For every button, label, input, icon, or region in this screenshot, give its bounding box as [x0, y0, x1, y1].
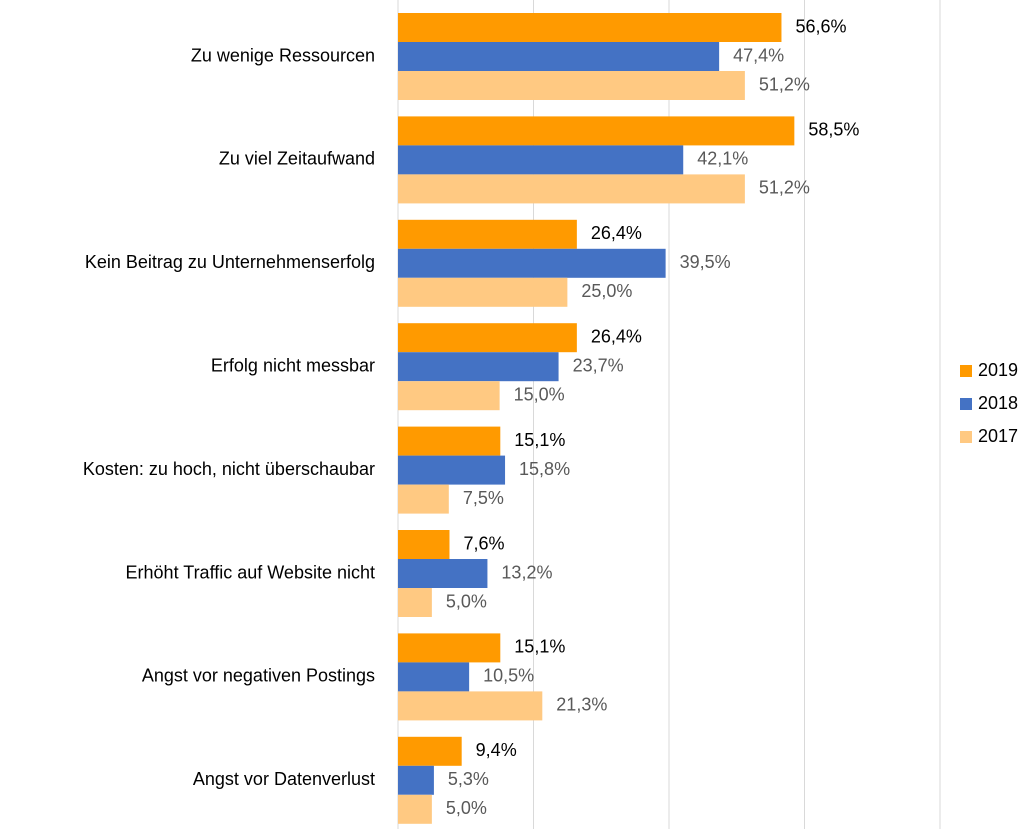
bar — [398, 691, 543, 721]
data-label: 21,3% — [556, 695, 607, 715]
bar — [398, 145, 684, 175]
bar — [398, 323, 577, 353]
data-label: 10,5% — [483, 666, 534, 686]
bar — [398, 71, 745, 100]
bar — [398, 42, 720, 71]
legend-swatch — [960, 431, 972, 443]
bar — [398, 794, 432, 824]
bar — [398, 530, 450, 559]
category-label: Zu viel Zeitaufwand — [219, 149, 375, 169]
data-label: 5,3% — [448, 769, 489, 789]
category-label: Erhöht Traffic auf Website nicht — [126, 562, 375, 582]
data-label: 7,6% — [463, 533, 504, 553]
legend-label: 2019 — [978, 360, 1018, 380]
legend-swatch — [960, 398, 972, 410]
bar — [398, 116, 795, 146]
data-label: 15,1% — [514, 637, 565, 657]
data-label: 42,1% — [697, 149, 748, 169]
bar — [398, 662, 470, 692]
data-label: 5,0% — [446, 591, 487, 611]
data-label: 25,0% — [581, 281, 632, 301]
data-label: 51,2% — [759, 178, 810, 198]
bar — [398, 13, 782, 42]
category-label: Angst vor Datenverlust — [193, 769, 375, 789]
bar — [398, 455, 506, 485]
category-label: Kein Beitrag zu Unternehmenserfolg — [85, 252, 375, 272]
data-label: 15,1% — [514, 430, 565, 450]
legend-label: 2018 — [978, 393, 1018, 413]
category-label: Kosten: zu hoch, nicht überschaubar — [83, 459, 375, 479]
bar — [398, 352, 559, 382]
data-label: 7,5% — [463, 488, 504, 508]
bar — [398, 219, 577, 249]
category-label: Erfolg nicht messbar — [211, 355, 375, 375]
legend-label: 2017 — [978, 426, 1018, 446]
data-label: 23,7% — [573, 355, 624, 375]
data-label: 56,6% — [795, 16, 846, 36]
bar — [398, 248, 666, 278]
legend-swatch — [960, 365, 972, 377]
bar — [398, 633, 501, 663]
bar — [398, 277, 568, 307]
bar — [398, 588, 432, 617]
bar — [398, 559, 488, 588]
bar — [398, 736, 462, 766]
data-label: 9,4% — [476, 740, 517, 760]
data-label: 51,2% — [759, 74, 810, 94]
category-label: Zu wenige Ressourcen — [191, 45, 375, 65]
data-label: 26,4% — [591, 223, 642, 243]
data-label: 15,0% — [514, 384, 565, 404]
bar — [398, 765, 434, 795]
data-label: 47,4% — [733, 45, 784, 65]
data-label: 13,2% — [501, 562, 552, 582]
data-label: 58,5% — [808, 120, 859, 140]
bar — [398, 484, 449, 514]
data-label: 15,8% — [519, 459, 570, 479]
data-label: 5,0% — [446, 798, 487, 818]
bar — [398, 174, 745, 204]
data-label: 26,4% — [591, 326, 642, 346]
bar — [398, 426, 501, 456]
category-label: Angst vor negativen Postings — [142, 666, 375, 686]
data-label: 39,5% — [680, 252, 731, 272]
bar — [398, 381, 500, 411]
